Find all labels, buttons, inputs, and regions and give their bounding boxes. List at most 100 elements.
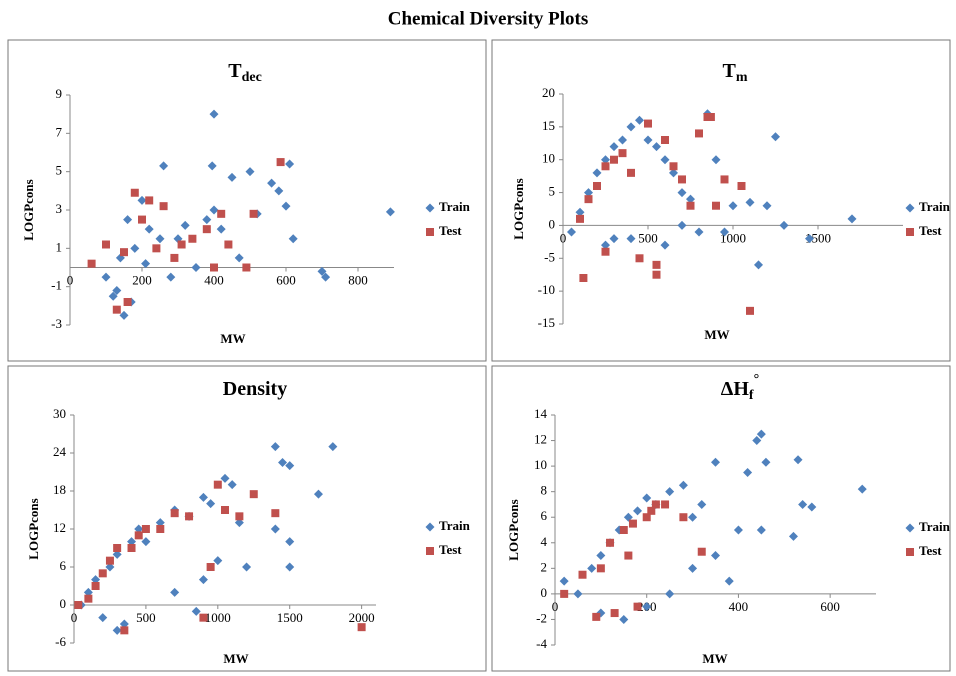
test-point: [652, 270, 661, 279]
train-point: [180, 220, 190, 230]
y-tick-label: 8: [541, 483, 548, 498]
test-point: [235, 512, 244, 521]
train-point: [559, 576, 569, 586]
x-tick-label: 1500: [805, 230, 831, 245]
title-sub: m: [736, 70, 748, 85]
title-sub: f: [749, 388, 754, 403]
train-point: [274, 186, 284, 196]
test-point: [188, 234, 197, 243]
train-point: [198, 575, 208, 585]
y-tick-label: -3: [51, 316, 62, 331]
train-point: [108, 291, 118, 301]
train-point: [756, 525, 766, 535]
y-tick-label: 10: [534, 457, 547, 472]
y-tick-label: 6: [60, 558, 67, 573]
x-tick-label: 600: [820, 599, 840, 614]
test-point: [593, 182, 601, 190]
x-axis-label: MW: [220, 331, 245, 346]
test-point: [633, 602, 642, 611]
test-point: [221, 506, 229, 514]
legend-label: Test: [919, 543, 942, 558]
test-point: [576, 214, 584, 223]
panel-border: [7, 365, 487, 672]
train-point: [573, 589, 583, 599]
test-point: [224, 240, 233, 249]
title-sup: °: [754, 372, 760, 387]
title-main: T: [722, 60, 736, 82]
train-point: [743, 468, 753, 477]
test-point: [627, 168, 635, 177]
test-point: [213, 480, 222, 489]
test-point: [98, 569, 107, 578]
test-point: [652, 260, 661, 269]
x-axis-label: MW: [223, 651, 248, 666]
train-point: [694, 227, 704, 237]
test-point: [592, 612, 601, 621]
train-point: [270, 524, 280, 534]
train-point: [779, 220, 789, 230]
test-point: [610, 155, 618, 164]
y-axis-label: LOGPcons: [506, 499, 521, 560]
legend-marker: [426, 228, 434, 236]
test-point: [651, 500, 660, 509]
test-point: [112, 305, 121, 314]
train-point: [313, 489, 323, 499]
train-point: [191, 606, 201, 616]
x-tick-label: 500: [638, 230, 658, 245]
train-point: [137, 195, 147, 205]
train-point: [711, 457, 720, 467]
train-point: [601, 240, 610, 250]
legend-label: Train: [919, 199, 951, 214]
test-point: [276, 158, 285, 167]
legend-label: Train: [919, 519, 951, 534]
test-point: [271, 509, 280, 518]
train-point: [642, 602, 652, 612]
train-point: [119, 619, 129, 629]
test-point: [661, 136, 669, 144]
chart-title: Density: [223, 378, 287, 400]
test-point: [579, 274, 588, 282]
train-point: [234, 253, 244, 263]
test-point: [720, 175, 729, 184]
test-point: [706, 113, 715, 121]
legend-label: Test: [439, 223, 462, 238]
train-point: [633, 506, 643, 516]
legend-marker: [905, 523, 915, 533]
legend-marker: [425, 203, 435, 213]
train-point: [686, 194, 695, 204]
train-point: [159, 161, 169, 171]
train-point: [660, 240, 670, 250]
train-point: [592, 168, 602, 178]
train-point: [643, 135, 653, 145]
panel-border: [7, 39, 487, 362]
train-point: [733, 525, 743, 535]
y-tick-label: 24: [53, 444, 67, 459]
legend-marker: [425, 522, 435, 532]
train-point: [130, 243, 140, 253]
train-point: [584, 188, 593, 198]
test-point: [560, 589, 569, 598]
legend-marker: [905, 203, 915, 213]
train-point: [112, 625, 122, 635]
legend-marker: [426, 547, 434, 555]
chart-title: Tm: [722, 60, 747, 86]
test-point: [138, 215, 146, 224]
train-point: [123, 215, 133, 225]
train-point: [609, 142, 619, 152]
x-tick-label: 500: [136, 610, 156, 625]
y-tick-label: 7: [56, 124, 63, 139]
test-point: [712, 201, 720, 210]
y-axis-label: LOGPcons: [511, 178, 526, 239]
x-tick-label: 1500: [277, 610, 303, 625]
train-point: [793, 455, 803, 465]
test-point: [217, 209, 226, 218]
y-tick-label: 5: [56, 163, 63, 178]
y-tick-label: -15: [538, 315, 555, 330]
legend-label: Train: [439, 199, 471, 214]
test-point: [618, 149, 627, 158]
train-point: [105, 562, 115, 572]
test-point: [206, 563, 215, 571]
train-point: [619, 614, 629, 624]
test-point: [624, 551, 633, 560]
test-point: [737, 182, 746, 190]
